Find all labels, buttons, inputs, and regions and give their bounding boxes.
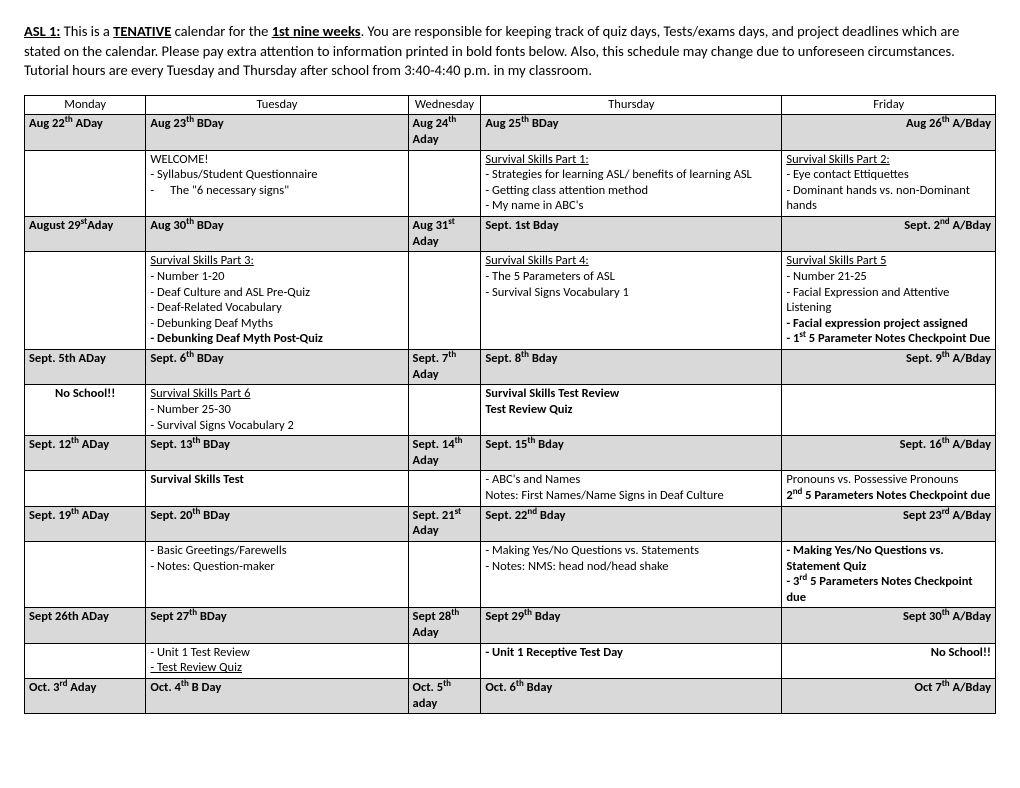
table-row: Aug 22th ADay Aug 23th BDay Aug 24thAday… xyxy=(25,115,996,150)
content-cell xyxy=(782,385,996,436)
content-cell xyxy=(408,643,481,678)
date-cell: Oct. 5thaday xyxy=(408,678,481,713)
date-cell: Sept. 5th ADay xyxy=(25,350,146,385)
date-cell: Sept 27th BDay xyxy=(146,608,408,643)
table-row: Sept. 5th ADay Sept. 6th BDay Sept. 7thA… xyxy=(25,350,996,385)
date-cell: Sept 29th Bday xyxy=(481,608,782,643)
table-row: Survival Skills Test - ABC's and Names N… xyxy=(25,471,996,506)
content-cell: Survival Skills Part 6 - Number 25-30 - … xyxy=(146,385,408,436)
content-cell: No School!! xyxy=(782,643,996,678)
table-row: Sept 26th ADay Sept 27th BDay Sept 28thA… xyxy=(25,608,996,643)
date-cell: Sept. 12th ADay xyxy=(25,436,146,471)
col-monday: Monday xyxy=(25,95,146,115)
date-cell: Sept 23rd A/Bday xyxy=(782,506,996,541)
table-row: Sept. 12th ADay Sept. 13th BDay Sept. 14… xyxy=(25,436,996,471)
content-cell: - Making Yes/No Questions vs. Statement … xyxy=(782,541,996,608)
date-cell: Sept. 15th Bday xyxy=(481,436,782,471)
date-cell: August 29stAday xyxy=(25,217,146,252)
table-row: Sept. 19th ADay Sept. 20th BDay Sept. 21… xyxy=(25,506,996,541)
col-wednesday: Wednesday xyxy=(408,95,481,115)
date-cell: Oct. 4th B Day xyxy=(146,678,408,713)
content-cell: Survival Skills Part 4: - The 5 Paramete… xyxy=(481,252,782,350)
date-cell: Sept. 7thAday xyxy=(408,350,481,385)
content-cell xyxy=(408,150,481,217)
content-cell xyxy=(25,252,146,350)
content-cell: - Unit 1 Receptive Test Day xyxy=(481,643,782,678)
content-cell: - Making Yes/No Questions vs. Statements… xyxy=(481,541,782,608)
date-cell: Oct. 6th Bday xyxy=(481,678,782,713)
content-cell xyxy=(25,643,146,678)
table-row: WELCOME! - Syllabus/Student Questionnair… xyxy=(25,150,996,217)
date-cell: Sept. 6th BDay xyxy=(146,350,408,385)
table-row: - Basic Greetings/Farewells - Notes: Que… xyxy=(25,541,996,608)
date-cell: Oct. 3rd Aday xyxy=(25,678,146,713)
table-row: Oct. 3rd Aday Oct. 4th B Day Oct. 5thada… xyxy=(25,678,996,713)
date-cell: Sept 30th A/Bday xyxy=(782,608,996,643)
intro-prefix: ASL 1: xyxy=(24,22,60,40)
content-cell xyxy=(408,252,481,350)
date-cell: Sept. 2nd A/Bday xyxy=(782,217,996,252)
content-cell: - Basic Greetings/Farewells - Notes: Que… xyxy=(146,541,408,608)
content-cell xyxy=(25,541,146,608)
date-cell: Sept. 22nd Bday xyxy=(481,506,782,541)
table-row: August 29stAday Aug 30th BDay Aug 31stAd… xyxy=(25,217,996,252)
content-cell: WELCOME! - Syllabus/Student Questionnair… xyxy=(146,150,408,217)
content-cell: No School!! xyxy=(25,385,146,436)
content-cell xyxy=(408,385,481,436)
date-cell: Sept. 13th BDay xyxy=(146,436,408,471)
content-cell xyxy=(408,471,481,506)
date-cell: Aug 23th BDay xyxy=(146,115,408,150)
intro-paragraph: ASL 1: This is a TENATIVE calendar for t… xyxy=(24,22,996,81)
table-row: Survival Skills Part 3: - Number 1-20 - … xyxy=(25,252,996,350)
date-cell: Sept. 14thAday xyxy=(408,436,481,471)
date-cell: Aug 22th ADay xyxy=(25,115,146,150)
date-cell: Aug 31stAday xyxy=(408,217,481,252)
content-cell: Survival Skills Part 3: - Number 1-20 - … xyxy=(146,252,408,350)
date-cell: Aug 26th A/Bday xyxy=(782,115,996,150)
content-cell: - ABC's and Names Notes: First Names/Nam… xyxy=(481,471,782,506)
date-cell: Sept. 1st Bday xyxy=(481,217,782,252)
content-cell: Survival Skills Part 2: - Eye contact Et… xyxy=(782,150,996,217)
date-cell: Sept. 19th ADay xyxy=(25,506,146,541)
content-cell: Survival Skills Part 5 - Number 21-25 - … xyxy=(782,252,996,350)
table-row: No School!! Survival Skills Part 6 - Num… xyxy=(25,385,996,436)
date-cell: Sept. 9th A/Bday xyxy=(782,350,996,385)
date-cell: Sept 28thAday xyxy=(408,608,481,643)
content-cell: Pronouns vs. Possessive Pronouns 2nd 5 P… xyxy=(782,471,996,506)
col-thursday: Thursday xyxy=(481,95,782,115)
table-row: - Unit 1 Test Review - Test Review Quiz … xyxy=(25,643,996,678)
date-cell: Oct 7th A/Bday xyxy=(782,678,996,713)
content-cell xyxy=(25,471,146,506)
col-tuesday: Tuesday xyxy=(146,95,408,115)
date-cell: Sept. 8th Bday xyxy=(481,350,782,385)
col-friday: Friday xyxy=(782,95,996,115)
content-cell: Survival Skills Test xyxy=(146,471,408,506)
content-cell: Survival Skills Part 1: - Strategies for… xyxy=(481,150,782,217)
date-cell: Aug 25th BDay xyxy=(481,115,782,150)
header-row: Monday Tuesday Wednesday Thursday Friday xyxy=(25,95,996,115)
calendar-table: Monday Tuesday Wednesday Thursday Friday… xyxy=(24,95,996,715)
content-cell xyxy=(408,541,481,608)
content-cell: Survival Skills Test Review Test Review … xyxy=(481,385,782,436)
date-cell: Aug 30th BDay xyxy=(146,217,408,252)
content-cell xyxy=(25,150,146,217)
date-cell: Sept. 20th BDay xyxy=(146,506,408,541)
date-cell: Aug 24thAday xyxy=(408,115,481,150)
date-cell: Sept 26th ADay xyxy=(25,608,146,643)
date-cell: Sept. 16th A/Bday xyxy=(782,436,996,471)
date-cell: Sept. 21stAday xyxy=(408,506,481,541)
content-cell: - Unit 1 Test Review - Test Review Quiz xyxy=(146,643,408,678)
